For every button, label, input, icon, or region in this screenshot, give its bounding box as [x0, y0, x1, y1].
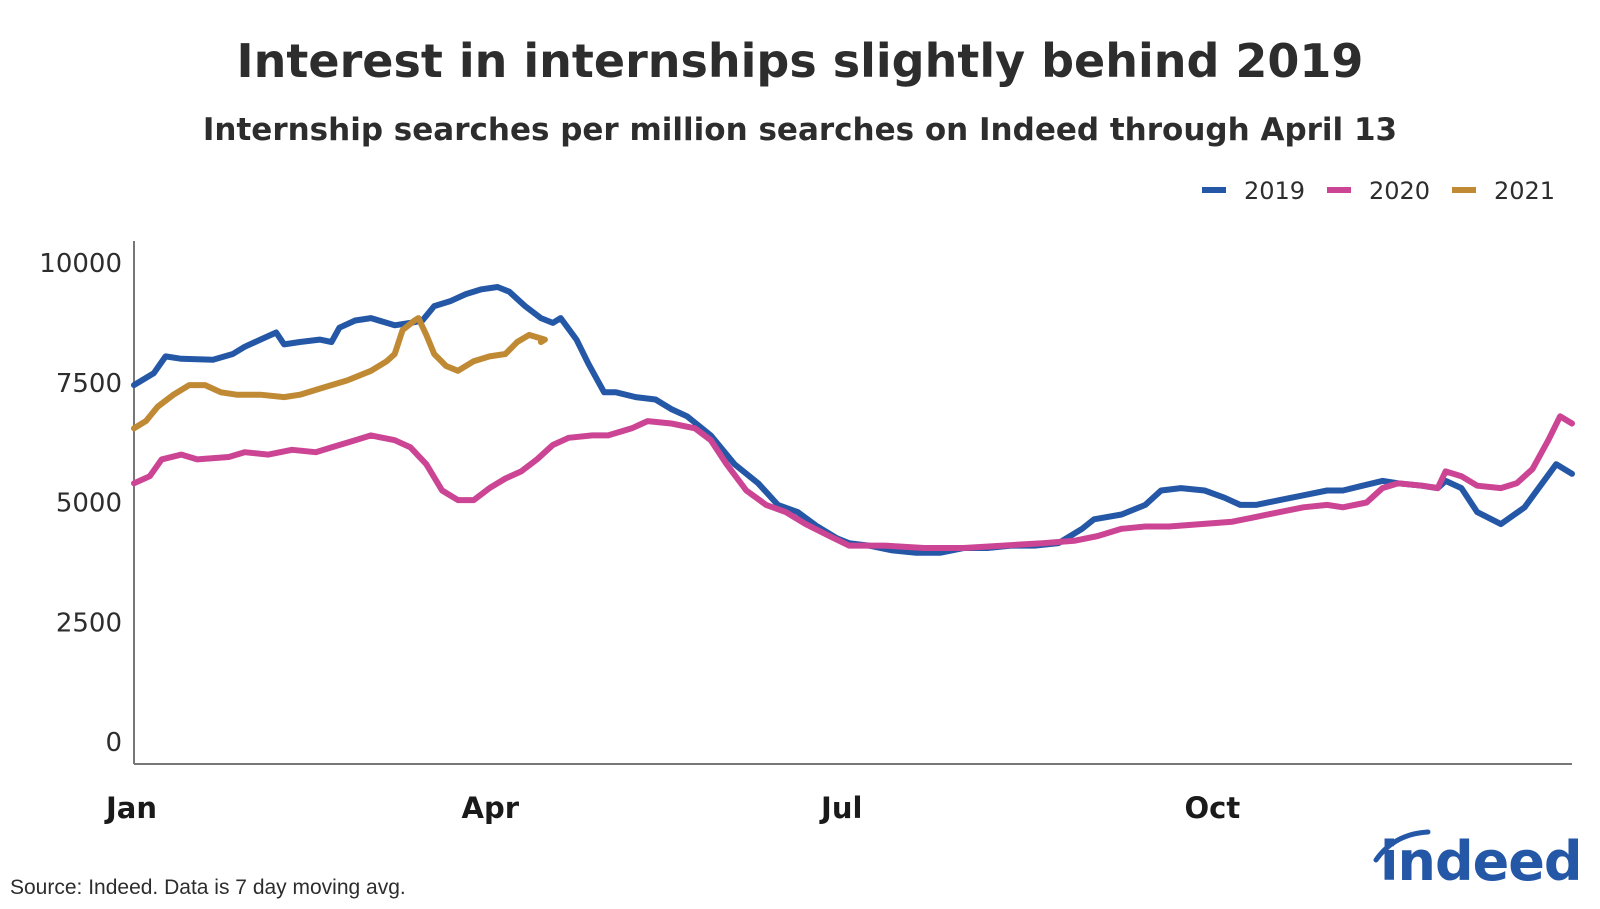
indeed-logo: indeed: [1380, 830, 1583, 893]
source-note: Source: Indeed. Data is 7 day moving avg…: [10, 876, 406, 899]
indeed-logo-arc-icon: [1373, 829, 1431, 863]
y-tick-label: 7500: [56, 369, 122, 399]
legend-label-2020: 2020: [1369, 177, 1430, 205]
y-tick-labels: 0 2500 5000 7500 10000: [39, 249, 122, 758]
y-tick-label: 2500: [56, 608, 122, 638]
legend: 2019 2020 2021: [1202, 177, 1555, 205]
series-lines: [131, 284, 1575, 556]
y-tick-label: 5000: [56, 489, 122, 519]
y-tick-label: 0: [105, 728, 122, 758]
chart-title: Interest in internships slightly behind …: [236, 34, 1364, 88]
legend-label-2019: 2019: [1244, 177, 1305, 205]
x-tick-label-jan: Jan: [104, 791, 157, 825]
axes: [133, 241, 1572, 765]
y-tick-label: 10000: [39, 249, 122, 279]
x-tick-label-jul: Jul: [819, 791, 862, 825]
x-tick-labels: Jan Apr Jul Oct: [104, 791, 1240, 825]
chart-subtitle: Internship searches per million searches…: [202, 112, 1398, 148]
legend-label-2021: 2021: [1494, 177, 1555, 205]
series-line-2020: [131, 413, 1575, 551]
series-line-2019: [131, 284, 1575, 556]
series-line-2021: [131, 315, 548, 432]
x-tick-label-apr: Apr: [462, 791, 520, 825]
x-tick-label-oct: Oct: [1185, 791, 1241, 825]
